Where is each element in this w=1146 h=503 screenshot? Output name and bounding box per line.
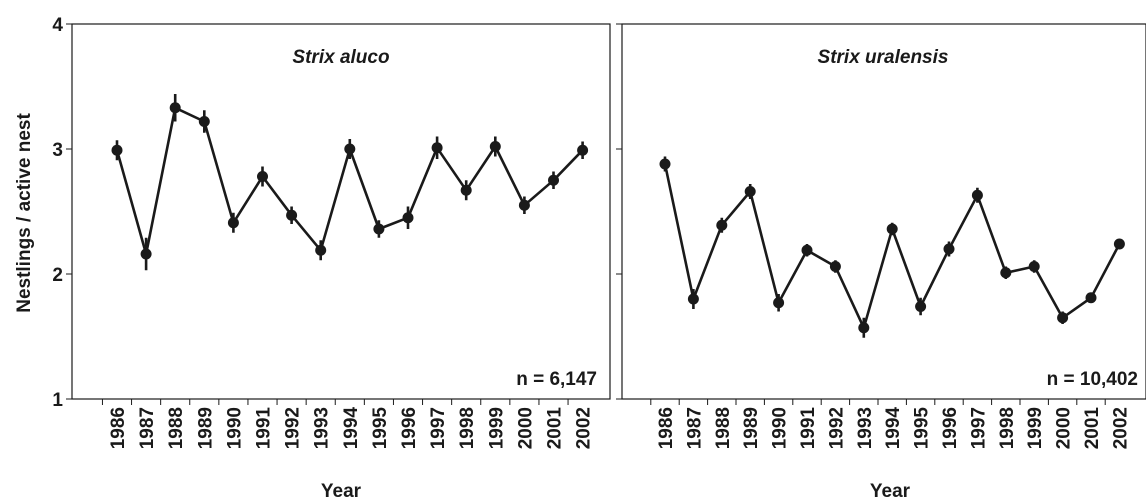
data-point [943, 243, 955, 255]
data-point [140, 248, 152, 260]
x-tick-label: 1991 [254, 407, 275, 450]
x-tick-label: 2000 [1054, 407, 1075, 449]
x-axis-title-strix-aluco: Year [321, 481, 362, 502]
x-tick-label: 1993 [855, 407, 876, 449]
data-point [489, 141, 501, 152]
series-strix-aluco [111, 94, 589, 271]
data-point [1028, 261, 1040, 272]
y-tick-label: 2 [52, 265, 63, 286]
data-point [402, 212, 414, 224]
x-tick-label: 1988 [166, 407, 187, 449]
series-line [115, 106, 584, 256]
data-point [773, 297, 785, 309]
panel-title-strix-uralensis: Strix uralensis [818, 47, 949, 68]
x-tick-label: 1987 [684, 407, 705, 449]
x-tick-label: 1999 [1025, 407, 1046, 449]
data-point [460, 184, 472, 196]
sample-size-strix-uralensis: n = 10,402 [1047, 369, 1138, 390]
x-tick-label: 1992 [283, 407, 304, 449]
data-point [198, 116, 210, 127]
y-ticks-strix-aluco: 1 2 3 4 [52, 15, 72, 411]
data-point [577, 144, 589, 156]
y-tick-label: 1 [52, 390, 63, 411]
x-tick-label: 1999 [486, 407, 507, 449]
x-tick-label: 1990 [770, 407, 791, 449]
data-point [659, 158, 671, 170]
data-point [744, 186, 756, 197]
data-point [431, 142, 443, 154]
data-point [716, 219, 728, 231]
x-tick-label: 1995 [912, 407, 933, 450]
x-tick-label: 1998 [457, 407, 478, 449]
x-tick-label: 1998 [997, 407, 1018, 449]
data-point [111, 144, 123, 156]
x-tick-label: 1986 [108, 407, 129, 449]
data-point [1085, 292, 1097, 304]
plot-frame-strix-aluco [71, 23, 611, 400]
x-tick-label: 1994 [341, 407, 362, 450]
x-tick-label: 1996 [940, 407, 961, 449]
y-ticks-strix-uralensis [616, 23, 622, 400]
data-point [169, 102, 181, 114]
x-tick-label: 1991 [798, 407, 819, 450]
x-tick-label: 2000 [515, 407, 536, 449]
data-point [257, 171, 268, 182]
x-tick-label: 1987 [137, 407, 158, 449]
data-point [915, 301, 927, 312]
x-tick-label: 1989 [195, 407, 216, 449]
x-tick-label: 1997 [968, 407, 989, 449]
data-point [1000, 267, 1012, 279]
x-axis-title-strix-uralensis: Year [870, 481, 911, 502]
data-point [829, 261, 841, 272]
plot-frame-strix-uralensis [621, 23, 1146, 400]
x-tick-label: 1986 [656, 407, 677, 449]
x-ticks-strix-aluco: 1986 1987 1988 1989 1990 1991 1992 1993 1994 1995… [101, 399, 595, 450]
data-point [227, 217, 239, 229]
x-tick-label: 1994 [883, 407, 904, 450]
x-tick-label: 1989 [741, 407, 762, 449]
series-strix-uralensis [659, 156, 1125, 338]
data-point [971, 189, 983, 201]
panel-strix-uralensis: Strix uralensis n = 10,402 1986 1987 1988 1… [616, 23, 1146, 502]
data-point [518, 199, 530, 211]
data-point [286, 209, 298, 221]
x-tick-label: 2001 [1082, 407, 1103, 450]
x-ticks-strix-uralensis: 1986 1987 1988 1989 1990 1991 1992 1993 1994 1995… [650, 399, 1131, 450]
data-point [687, 293, 699, 305]
x-tick-label: 1996 [399, 407, 420, 449]
x-tick-label: 1993 [312, 407, 333, 449]
x-tick-label: 2002 [574, 407, 595, 449]
y-axis-title: Nestlings / active nest [14, 113, 35, 313]
data-point [315, 244, 327, 256]
data-point [1057, 312, 1069, 324]
x-tick-label: 1990 [224, 407, 245, 449]
data-point [886, 223, 898, 235]
series-line [663, 163, 1121, 330]
x-tick-label: 1997 [428, 407, 449, 449]
data-point [548, 174, 559, 186]
data-point [858, 322, 870, 334]
x-tick-label: 1995 [370, 407, 391, 450]
data-point [373, 223, 385, 235]
data-point [801, 244, 813, 256]
x-tick-label: 2002 [1110, 407, 1131, 449]
x-tick-label: 1988 [713, 407, 734, 449]
panel-title-strix-aluco: Strix aluco [292, 47, 389, 68]
x-tick-label: 2001 [545, 407, 566, 450]
y-tick-label: 4 [52, 15, 63, 36]
data-point [1113, 238, 1125, 250]
sample-size-strix-aluco: n = 6,147 [516, 369, 597, 390]
x-tick-label: 1992 [826, 407, 847, 449]
data-point [344, 143, 356, 155]
y-tick-label: 3 [52, 140, 63, 161]
